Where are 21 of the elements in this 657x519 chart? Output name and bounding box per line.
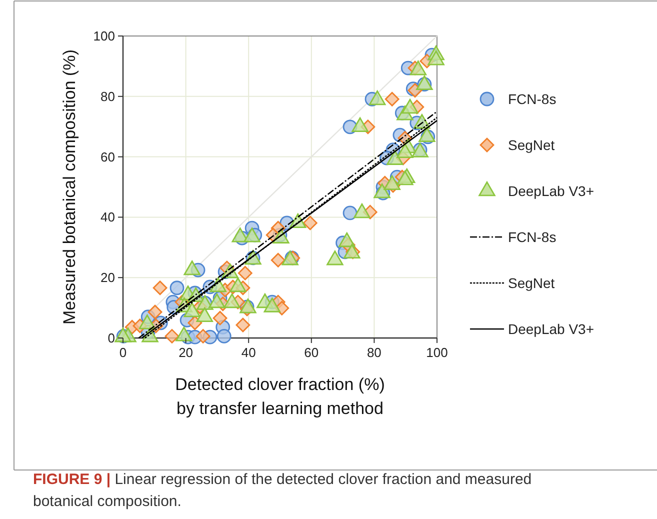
x-tick-label: 60 <box>304 345 319 360</box>
x-tick-label: 80 <box>366 345 382 360</box>
y-tick-label: 40 <box>100 210 115 225</box>
y-tick-label: 0 <box>108 330 115 346</box>
caption: FIGURE 9 | Linear regression of the detected clover fraction and measured botanical composition. <box>33 471 532 510</box>
y-tick-label: 80 <box>100 88 115 104</box>
legend-label: FCN-8s <box>508 229 556 245</box>
x-tick-label: 40 <box>241 345 256 360</box>
legend-label: DeepLab V3+ <box>508 321 594 337</box>
legend-label: SegNet <box>508 275 555 291</box>
y-tick-label: 100 <box>93 28 115 44</box>
x-tick-label: 20 <box>178 345 194 360</box>
x-tick-label: 100 <box>426 345 448 360</box>
legend-label: SegNet <box>508 137 555 153</box>
x-tick-label: 0 <box>119 345 127 360</box>
x-axis-title: Detected clover fraction (%) by transfer learning method <box>175 375 385 418</box>
legend-label: DeepLab V3+ <box>508 183 594 199</box>
y-tick-label: 20 <box>100 270 115 286</box>
legend-label: FCN-8s <box>508 91 556 107</box>
y-axis-title: Measured botanical composition (%) <box>60 50 79 324</box>
y-tick-label: 60 <box>100 149 115 164</box>
